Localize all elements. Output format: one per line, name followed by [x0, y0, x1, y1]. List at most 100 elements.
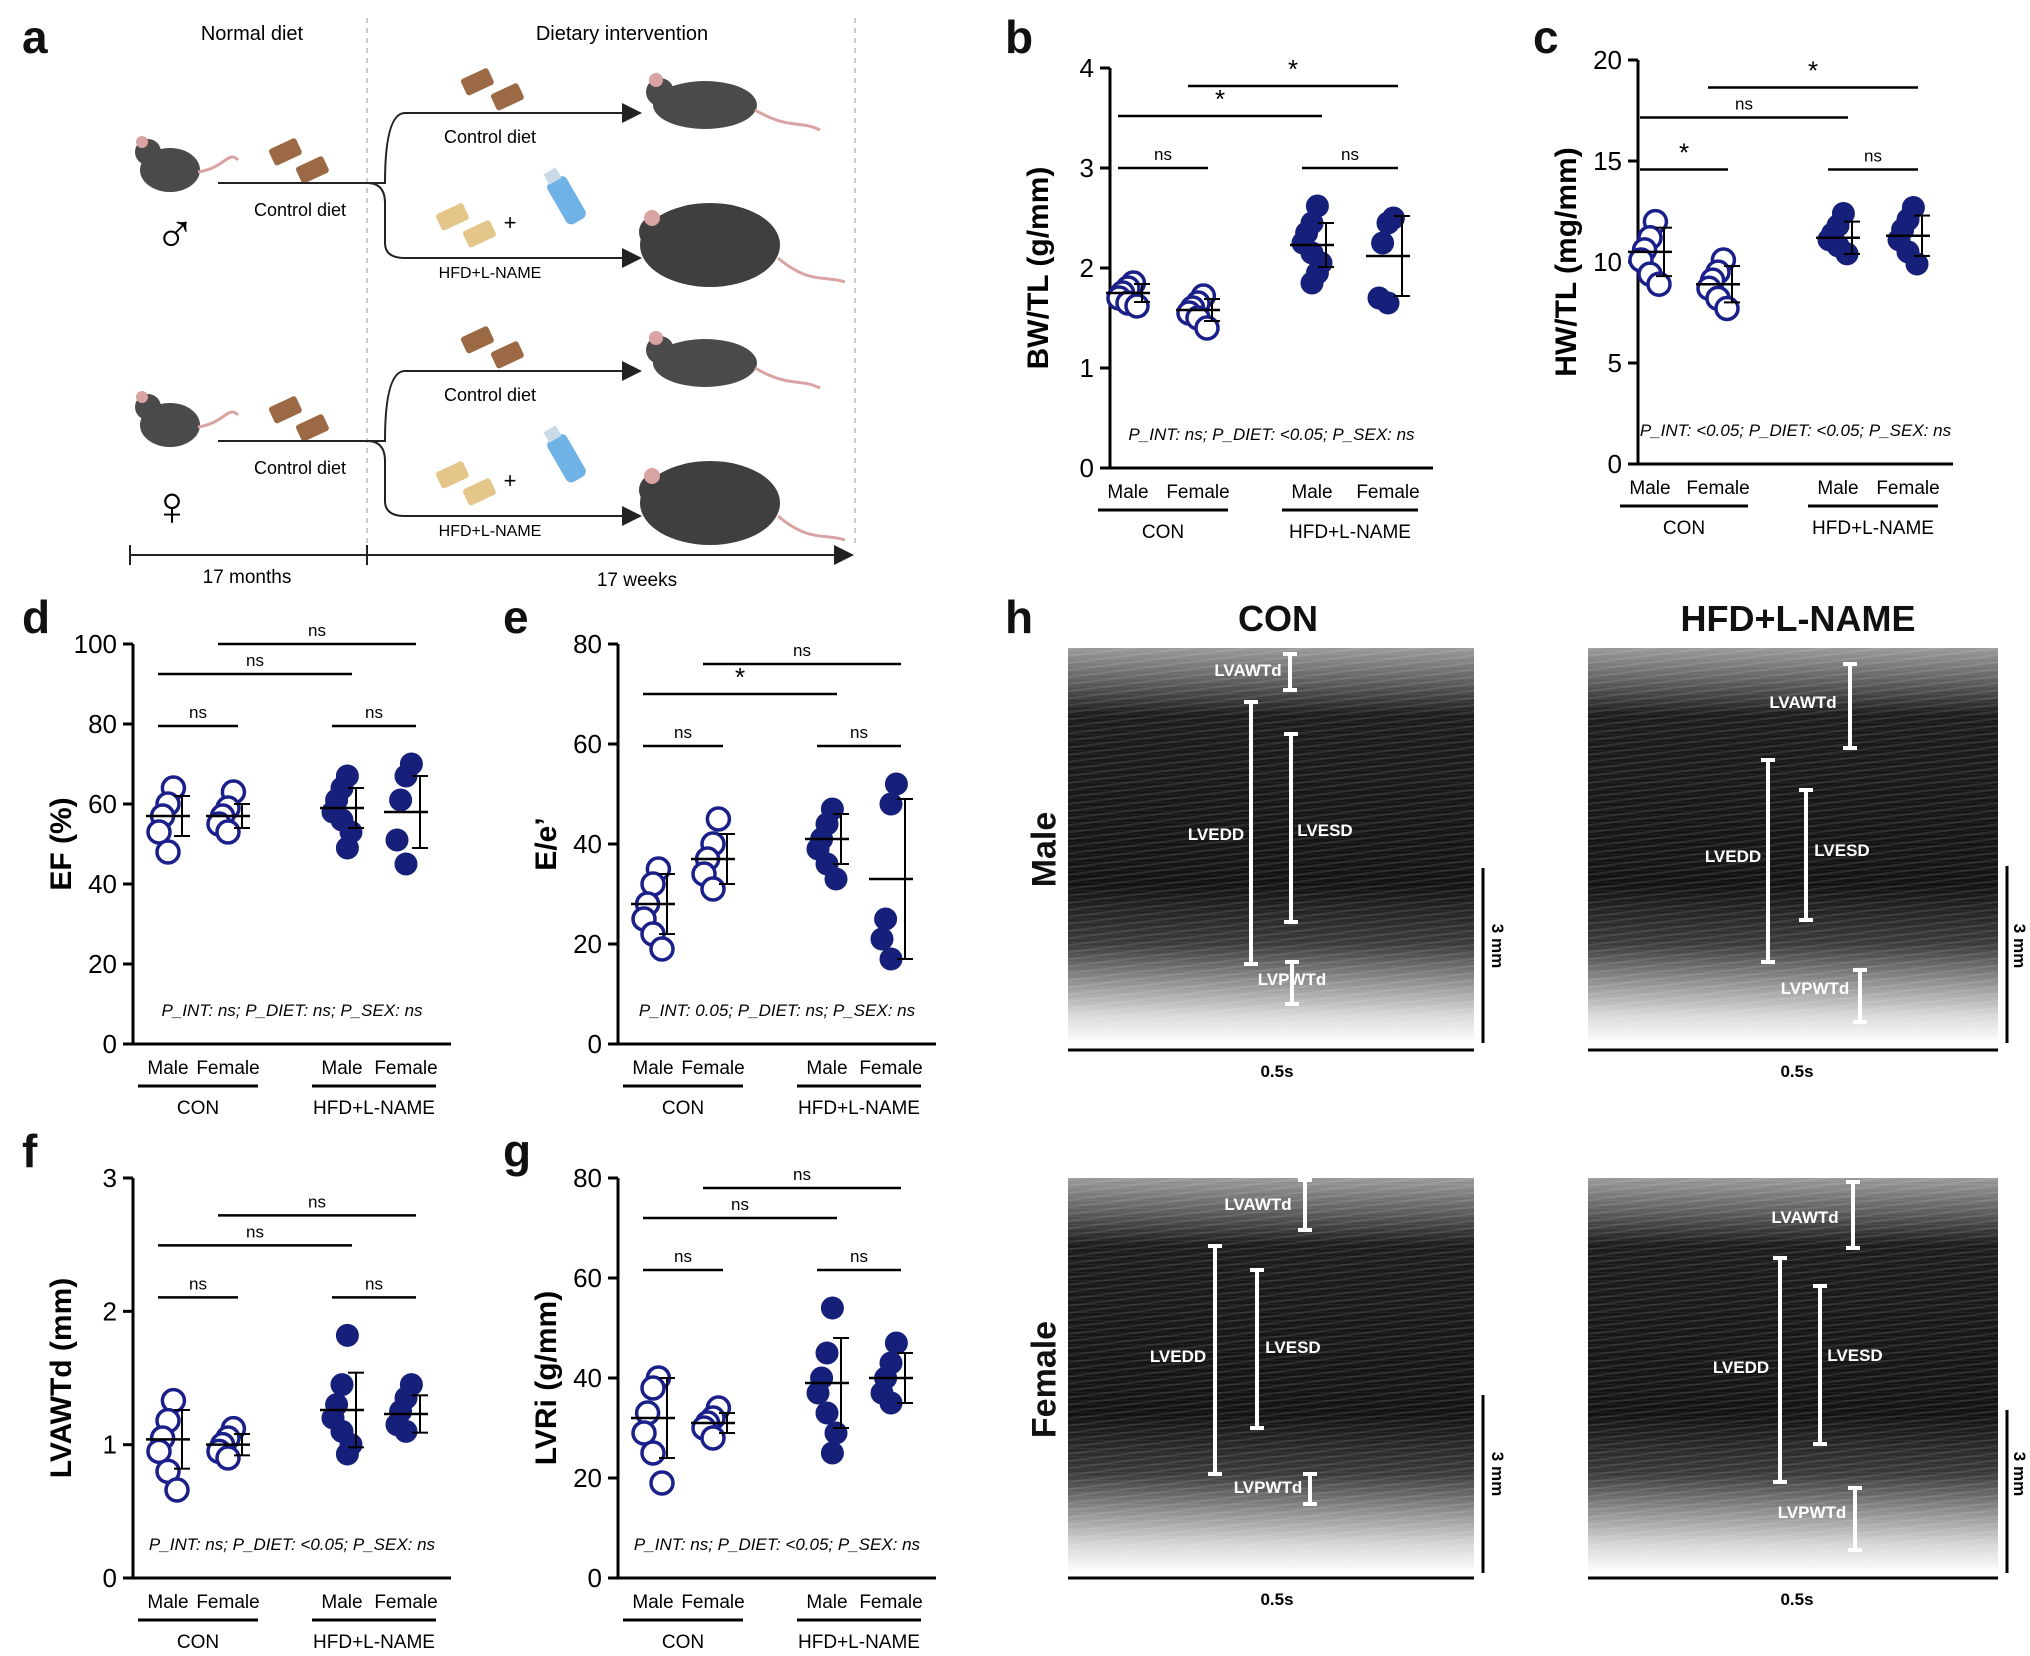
y-tick-label: 20 — [1593, 45, 1622, 75]
group-label-con: CON — [1663, 518, 1705, 539]
echo-label-lvpwtd: LVPWTd — [1778, 1503, 1847, 1522]
pellet-icon — [435, 460, 470, 490]
lean-mouse-illustration — [646, 73, 821, 132]
y-tick-label: 0 — [103, 1029, 117, 1059]
female-symbol: ♀ — [151, 474, 193, 537]
data-point — [335, 1323, 359, 1347]
y-axis-label: BW/TL (g/mm) — [1022, 167, 1055, 370]
data-point — [335, 1442, 359, 1466]
y-tick-label: 0 — [588, 1563, 602, 1593]
significance-label: ns — [308, 621, 326, 640]
significance-label: ns — [731, 1195, 749, 1214]
group-sex-label: Male — [1107, 482, 1148, 503]
panel-letter-e: e — [503, 591, 529, 643]
echo-label-lvedd: LVEDD — [1705, 847, 1761, 866]
depth-scale-label: 3 mm — [2010, 1452, 2029, 1496]
group-sex-label: Male — [632, 1592, 673, 1613]
panel-letter-c: c — [1533, 11, 1559, 63]
significance-label: ns — [308, 1192, 326, 1211]
echo-image-con-male — [1068, 648, 1474, 1043]
data-point — [215, 819, 241, 845]
stats-annotation: P_INT: ns; P_DIET: <0.05; P_SEX: ns — [149, 1535, 436, 1554]
y-tick-label: 2 — [1080, 253, 1094, 283]
data-point — [640, 1440, 666, 1466]
control-diet-label: Control diet — [444, 385, 536, 405]
y-tick-label: 80 — [88, 709, 117, 739]
significance-label: * — [1215, 84, 1225, 114]
phase-intervention-label: Dietary intervention — [536, 23, 708, 45]
male-mouse-illustration — [135, 136, 240, 192]
echo-label-lvesd: LVESD — [1265, 1338, 1320, 1357]
pellet-icon — [295, 413, 330, 443]
echo-label-lvawtd: LVAWTd — [1769, 693, 1836, 712]
time-scale-label: 0.5s — [1260, 1062, 1293, 1081]
significance-label: * — [1808, 55, 1818, 85]
echo-overlays: LVAWTd LVEDD LVESD LVPWTd LVAWTd LVEDD L… — [1068, 652, 2029, 1609]
significance-label: ns — [850, 1247, 868, 1266]
echo-col-con: CON — [1238, 598, 1318, 639]
significance-label: * — [735, 662, 745, 692]
male-symbol: ♂ — [154, 202, 196, 265]
echo-label-lvesd: LVESD — [1814, 841, 1869, 860]
data-point — [824, 867, 848, 891]
time-scale-label: 0.5s — [1780, 1590, 1813, 1609]
data-point — [155, 839, 181, 865]
data-point — [1194, 315, 1220, 341]
group-sex-label: Female — [859, 1058, 922, 1079]
group-sex-label: Male — [321, 1592, 362, 1613]
y-tick-label: 20 — [573, 929, 602, 959]
significance-label: ns — [365, 703, 383, 722]
significance-label: ns — [1864, 146, 1882, 165]
data-point — [649, 936, 675, 962]
data-point — [820, 1296, 844, 1320]
y-axis-label: LVAWTd (mm) — [45, 1278, 78, 1479]
echo-label-lvpwtd: LVPWTd — [1258, 970, 1327, 989]
panel-letter-d: d — [22, 591, 51, 643]
significance-label: ns — [793, 641, 811, 660]
echo-label-lvedd: LVEDD — [1188, 825, 1244, 844]
obese-mouse-illustration — [639, 461, 846, 545]
y-tick-label: 3 — [103, 1163, 117, 1193]
group-label-hfd: HFD+L-NAME — [1289, 522, 1411, 543]
y-tick-label: 2 — [103, 1296, 117, 1326]
depth-scale-label: 3 mm — [2010, 924, 2029, 968]
group-sex-label: Male — [1291, 482, 1332, 503]
branch-arrow — [366, 440, 642, 526]
panel-letter-f: f — [22, 1125, 38, 1177]
y-tick-label: 15 — [1593, 146, 1622, 176]
y-tick-label: 0 — [1080, 453, 1094, 483]
y-tick-label: 100 — [74, 629, 117, 659]
control-diet-label: Control diet — [254, 458, 346, 478]
hfd-lname-label: HFD+L-NAME — [439, 265, 542, 282]
data-point — [700, 1425, 726, 1451]
stats-annotation: P_INT: ns; P_DIET: <0.05; P_SEX: ns — [634, 1535, 921, 1554]
chart-g-lvri: 0 20 40 60 80 LVRi (g/mm) ns ns ns ns P_INT: ns; P… — [530, 1163, 936, 1650]
group-label-hfd: HFD+L-NAME — [313, 1098, 435, 1119]
data-point — [1300, 271, 1324, 295]
significance-label: ns — [1735, 94, 1753, 113]
y-axis-label: E/e’ — [530, 817, 563, 870]
y-tick-label: 0 — [103, 1563, 117, 1593]
group-label-con: CON — [177, 1098, 219, 1119]
data-point — [806, 1381, 830, 1405]
significance-label: ns — [850, 723, 868, 742]
group-sex-label: Female — [196, 1592, 259, 1613]
stats-annotation: P_INT: ns; P_DIET: <0.05; P_SEX: ns — [1128, 425, 1415, 444]
pellet-icon — [435, 202, 470, 232]
data-point — [1905, 252, 1929, 276]
branch-arrow — [367, 103, 642, 184]
group-label-hfd: HFD+L-NAME — [1812, 518, 1934, 539]
chart-e-e-eprime: 0 20 40 60 80 E/e’ ns ns * ns P_INT: 0.05; P_DIET:… — [530, 629, 936, 1119]
pellet-icon — [268, 395, 303, 425]
y-tick-label: 80 — [573, 629, 602, 659]
data-point — [1714, 295, 1740, 322]
group-label-hfd: HFD+L-NAME — [798, 1632, 920, 1650]
group-sex-label: Female — [681, 1592, 744, 1613]
group-label-con: CON — [1142, 522, 1184, 543]
echo-label-lvawtd: LVAWTd — [1224, 1195, 1291, 1214]
timeline-right-label: 17 weeks — [597, 570, 677, 591]
panel-a-schematic: Normal diet Dietary intervention Control… — [129, 18, 856, 591]
group-sex-label: Male — [632, 1058, 673, 1079]
pellet-icon — [295, 155, 330, 185]
group-sex-label: Male — [806, 1592, 847, 1613]
